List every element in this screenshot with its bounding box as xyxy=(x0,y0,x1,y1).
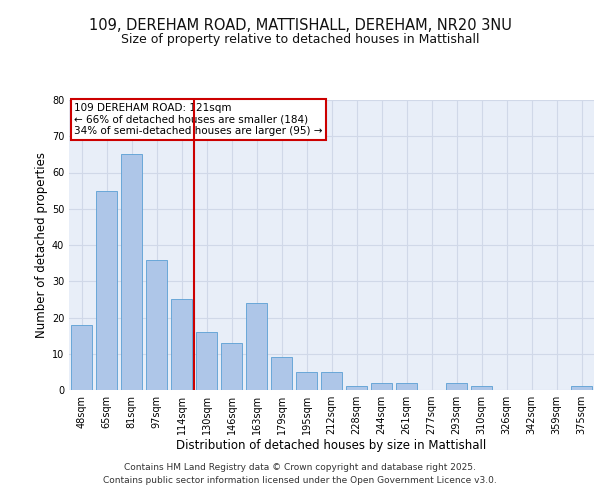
Bar xyxy=(171,300,192,390)
Bar xyxy=(396,383,417,390)
X-axis label: Distribution of detached houses by size in Mattishall: Distribution of detached houses by size … xyxy=(176,438,487,452)
Bar xyxy=(471,386,492,390)
Bar xyxy=(71,325,92,390)
Y-axis label: Number of detached properties: Number of detached properties xyxy=(35,152,47,338)
Bar xyxy=(346,386,367,390)
Bar xyxy=(221,343,242,390)
Text: 109 DEREHAM ROAD: 121sqm
← 66% of detached houses are smaller (184)
34% of semi-: 109 DEREHAM ROAD: 121sqm ← 66% of detach… xyxy=(74,103,323,136)
Bar xyxy=(446,383,467,390)
Bar xyxy=(196,332,217,390)
Bar xyxy=(146,260,167,390)
Bar xyxy=(321,372,342,390)
Bar xyxy=(246,303,267,390)
Text: Contains HM Land Registry data © Crown copyright and database right 2025.: Contains HM Land Registry data © Crown c… xyxy=(124,462,476,471)
Bar xyxy=(96,190,117,390)
Text: Contains public sector information licensed under the Open Government Licence v3: Contains public sector information licen… xyxy=(103,476,497,485)
Bar xyxy=(121,154,142,390)
Bar xyxy=(296,372,317,390)
Text: Size of property relative to detached houses in Mattishall: Size of property relative to detached ho… xyxy=(121,32,479,46)
Text: 109, DEREHAM ROAD, MATTISHALL, DEREHAM, NR20 3NU: 109, DEREHAM ROAD, MATTISHALL, DEREHAM, … xyxy=(89,18,511,32)
Bar xyxy=(271,358,292,390)
Bar xyxy=(371,383,392,390)
Bar xyxy=(571,386,592,390)
